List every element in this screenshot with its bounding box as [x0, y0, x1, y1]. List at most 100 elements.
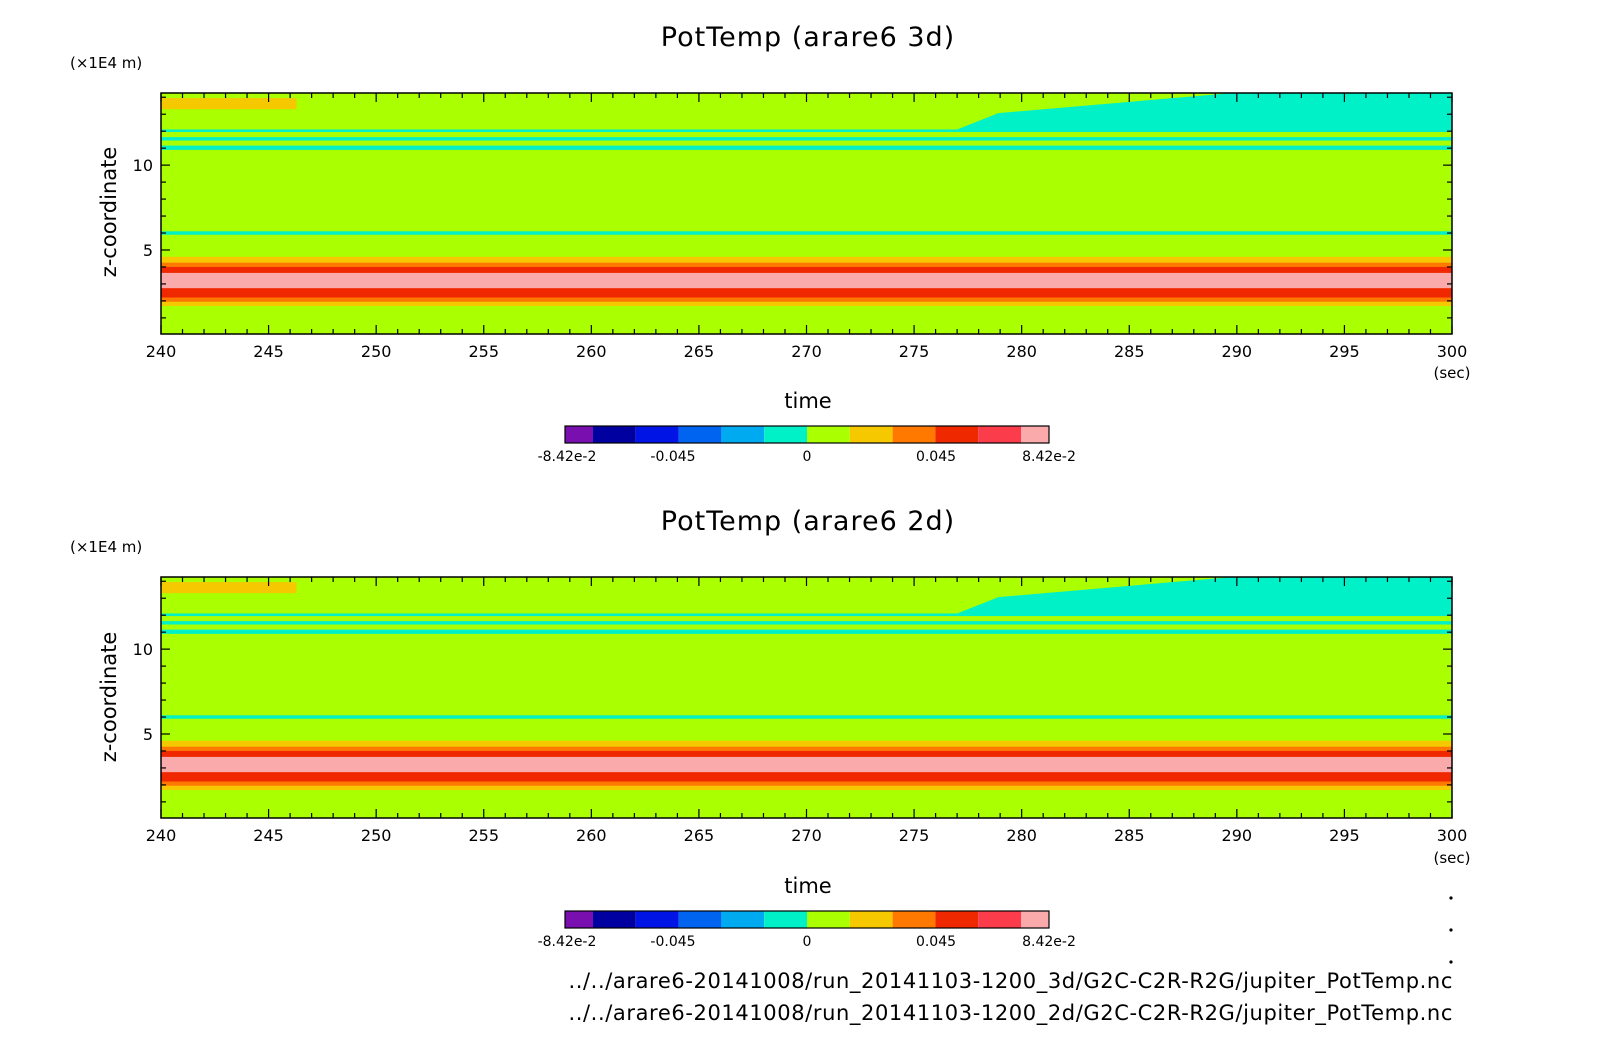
colorbar	[564, 425, 1050, 444]
marker-dots	[1449, 896, 1453, 964]
colorbar-frame	[564, 910, 1050, 929]
contour-region	[161, 137, 1452, 141]
x-tick-label: 265	[684, 826, 715, 845]
x-tick-label: 295	[1329, 342, 1360, 361]
colorbar-tick-label: 0	[803, 934, 812, 950]
file-path-2d: ../../arare6-20141008/run_20141103-1200_…	[568, 1001, 1453, 1026]
file-path-3d: ../../arare6-20141008/run_20141103-1200_…	[568, 969, 1453, 994]
x-tick-label: 265	[684, 342, 715, 361]
x-tick-label: 240	[146, 342, 177, 361]
colorbar-frame	[564, 425, 1050, 444]
contour-region	[161, 621, 1452, 625]
y-tick-label: 10	[133, 640, 153, 659]
colorbar-tick-labels: -8.42e-2 -0.045 0 0.045 8.42e-2	[538, 934, 1076, 950]
colorbar-swatch	[764, 911, 807, 928]
colorbar-swatch	[1021, 426, 1049, 443]
colorbar-swatch	[892, 426, 936, 443]
colorbar-swatch	[849, 911, 893, 928]
contour-region	[957, 577, 1452, 614]
x-tick-label: 290	[1222, 826, 1253, 845]
colorbar-tick-label: 0	[803, 449, 812, 465]
x-tick-label: 290	[1222, 342, 1253, 361]
colorbar-swatch	[807, 911, 850, 928]
contour-region	[161, 129, 1452, 133]
colorbar	[564, 910, 1050, 929]
x-axis-ticks: 240 245 250 255 260 265 270 275 280 285 290 295 300	[146, 577, 1468, 845]
colorbar-tick-label: 8.42e-2	[1022, 934, 1076, 950]
x-axis-label: time	[784, 874, 831, 898]
contour-region	[957, 93, 1452, 130]
contour-region	[161, 613, 1452, 617]
x-tick-label: 300	[1437, 826, 1468, 845]
colorbar-swatch	[935, 911, 979, 928]
x-tick-label: 260	[576, 826, 607, 845]
y-unit-label: (×1E4 m)	[70, 538, 142, 556]
colorbar-swatch	[807, 426, 850, 443]
x-tick-label: 280	[1006, 826, 1037, 845]
colorbar-swatch	[593, 911, 636, 928]
plot-area	[160, 576, 1453, 819]
colorbar-swatch	[1021, 911, 1049, 928]
x-tick-label: 260	[576, 342, 607, 361]
x-tick-label: 245	[253, 342, 284, 361]
x-unit-label: (sec)	[1434, 849, 1471, 867]
chart-title: PotTemp (arare6 2d)	[661, 506, 955, 537]
x-tick-label: 245	[253, 826, 284, 845]
y-axis-ticks: 5 10	[133, 96, 1452, 319]
y-tick-label: 10	[133, 156, 153, 175]
x-tick-label: 285	[1114, 342, 1145, 361]
colorbar-swatch	[565, 426, 593, 443]
dot-marker	[1449, 896, 1453, 900]
x-axis-ticks: 240 245 250 255 260 265 270 275 280 285 290 295 300	[146, 93, 1468, 361]
x-tick-label: 255	[468, 826, 499, 845]
x-tick-label: 270	[791, 826, 822, 845]
x-tick-label: 255	[468, 342, 499, 361]
colorbar-tick-label: -0.045	[650, 449, 695, 465]
colorbar-swatch	[978, 426, 1021, 443]
contour-region	[161, 715, 1452, 719]
y-unit-label: (×1E4 m)	[70, 54, 142, 72]
colorbar-swatch	[721, 911, 765, 928]
x-tick-label: 295	[1329, 826, 1360, 845]
colorbar-swatch	[593, 426, 636, 443]
y-tick-label: 5	[143, 725, 153, 744]
colorbar-swatch	[678, 911, 722, 928]
x-tick-label: 300	[1437, 342, 1468, 361]
colorbar-swatch	[849, 426, 893, 443]
colorbar-swatch	[978, 911, 1021, 928]
colorbar-swatch	[935, 426, 979, 443]
colorbar-tick-label: 0.045	[916, 934, 956, 950]
contour-region	[161, 582, 297, 594]
colorbar-swatch	[678, 426, 722, 443]
colorbar-swatch	[721, 426, 765, 443]
colorbar-tick-label: -0.045	[650, 934, 695, 950]
x-tick-label: 285	[1114, 826, 1145, 845]
y-axis-label: z-coordinate	[97, 147, 121, 278]
colorbar-swatch	[635, 426, 679, 443]
colorbar-tick-label: 8.42e-2	[1022, 449, 1076, 465]
colorbar-swatch	[565, 911, 593, 928]
colorbar-tick-label: -8.42e-2	[538, 934, 597, 950]
dot-marker	[1449, 960, 1453, 964]
contour-region	[161, 629, 1452, 634]
panel-3d: PotTemp (arare6 3d) (×1E4 m) z-coordinat…	[70, 22, 1471, 465]
colorbar-swatch	[892, 911, 936, 928]
x-unit-label: (sec)	[1434, 364, 1471, 382]
colorbar-tick-label: -8.42e-2	[538, 449, 597, 465]
x-tick-label: 270	[791, 342, 822, 361]
contour-region	[161, 145, 1452, 150]
contour-region	[161, 272, 1452, 289]
y-axis-label: z-coordinate	[97, 632, 121, 763]
x-tick-label: 250	[361, 342, 392, 361]
contour-region	[161, 756, 1452, 773]
x-tick-label: 275	[899, 826, 930, 845]
colorbar-tick-labels: -8.42e-2 -0.045 0 0.045 8.42e-2	[538, 449, 1076, 465]
colorbar-tick-label: 0.045	[916, 449, 956, 465]
x-axis-label: time	[784, 389, 831, 413]
contour-region	[161, 231, 1452, 235]
dot-marker	[1449, 928, 1453, 932]
x-tick-label: 280	[1006, 342, 1037, 361]
colorbar-swatch	[764, 426, 807, 443]
panel-2d: PotTemp (arare6 2d) (×1E4 m) z-coordinat…	[70, 506, 1471, 950]
